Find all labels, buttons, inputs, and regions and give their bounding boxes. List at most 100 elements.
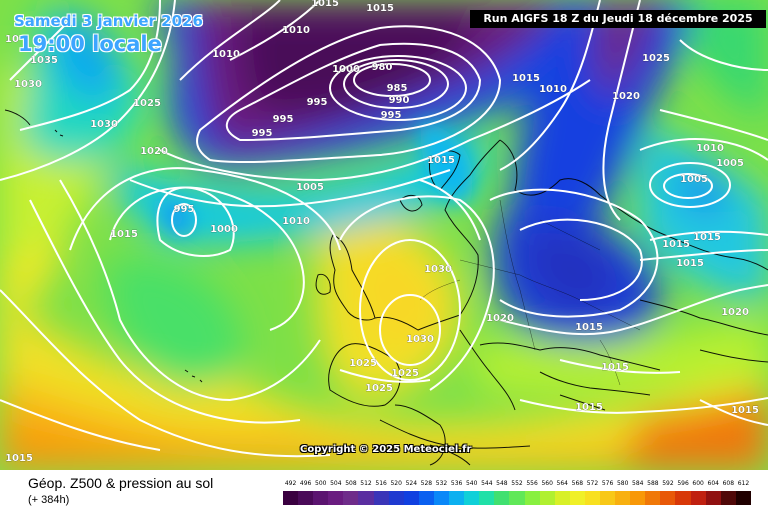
isobar-label: 1005 bbox=[296, 182, 324, 193]
isobar-label: 1020 bbox=[486, 313, 514, 324]
isobar-label: 1025 bbox=[642, 53, 670, 64]
scale-tick-label: 612 bbox=[737, 480, 750, 487]
scale-swatch bbox=[433, 491, 450, 505]
isobar-label: 1025 bbox=[365, 383, 393, 394]
scale-swatch bbox=[690, 491, 706, 505]
isobar-label: 985 bbox=[387, 83, 408, 94]
isobar-label: 1010 bbox=[539, 84, 567, 95]
model-run-banner: Run AIGFS 18 Z du Jeudi 18 décembre 2025 bbox=[470, 10, 766, 28]
scale-tick-label: 556 bbox=[526, 480, 538, 487]
isobar-label: 1015 bbox=[366, 3, 394, 14]
scale-swatch bbox=[569, 491, 585, 505]
scale-swatch bbox=[630, 491, 646, 505]
isobar-label: 1005 bbox=[680, 174, 708, 185]
isobar-label: 1030 bbox=[90, 119, 118, 130]
scale-swatch bbox=[494, 491, 510, 505]
isobar-label: 995 bbox=[174, 204, 195, 215]
scale-tick-label: 592 bbox=[662, 480, 674, 487]
scale-swatch bbox=[449, 491, 465, 505]
scale-swatch bbox=[509, 491, 525, 505]
scale-tick-label: 596 bbox=[677, 480, 689, 487]
scale-tick-label: 568 bbox=[571, 480, 584, 487]
isobar-label: 1000 bbox=[210, 224, 238, 235]
scale-swatch bbox=[675, 491, 691, 505]
scale-swatch bbox=[343, 491, 359, 505]
isobar-label: 990 bbox=[389, 95, 410, 106]
scale-tick-label: 584 bbox=[632, 480, 644, 487]
scale-tick-label: 580 bbox=[616, 480, 629, 487]
isobar-label: 995 bbox=[273, 114, 294, 125]
scale-tick-label: 564 bbox=[556, 480, 568, 487]
forecast-time: 19:00 locale bbox=[18, 32, 162, 56]
scale-tick-label: 588 bbox=[647, 480, 659, 487]
scale-swatch bbox=[373, 491, 389, 505]
scale-swatch bbox=[328, 491, 344, 505]
scale-tick-label: 528 bbox=[420, 480, 433, 487]
legend-subtitle: (+ 384h) bbox=[28, 494, 70, 506]
legend-title: Géop. Z500 & pression au sol bbox=[28, 475, 214, 491]
isobar-label: 1015 bbox=[693, 232, 721, 243]
scale-tick-label: 544 bbox=[481, 480, 493, 487]
isobar-label: 1005 bbox=[716, 158, 744, 169]
isobar-label: 995 bbox=[307, 97, 328, 108]
scale-tick-label: 500 bbox=[315, 480, 327, 487]
isobar-label: 995 bbox=[252, 128, 273, 139]
scale-tick-label: 508 bbox=[345, 480, 357, 487]
scale-tick-label: 532 bbox=[435, 480, 448, 487]
isobar-label: 1035 bbox=[30, 55, 58, 66]
legend-panel: Géop. Z500 & pression au sol (+ 384h) 49… bbox=[0, 470, 768, 512]
scale-tick-label: 572 bbox=[586, 480, 599, 487]
z500-color-field bbox=[0, 0, 768, 470]
scale-tick-label: 496 bbox=[299, 480, 312, 487]
isobar-label: 1015 bbox=[676, 258, 704, 269]
scale-tick-label: 512 bbox=[360, 480, 372, 487]
isobar-label: 1010 bbox=[282, 25, 310, 36]
scale-bar bbox=[283, 491, 751, 505]
scale-swatch bbox=[735, 491, 751, 505]
scale-swatch bbox=[660, 491, 676, 505]
scale-swatch bbox=[720, 491, 736, 505]
scale-swatch bbox=[464, 491, 480, 505]
isobar-label: 1010 bbox=[282, 216, 310, 227]
scale-tick-label: 576 bbox=[601, 480, 614, 487]
isobar-label: 1015 bbox=[5, 453, 33, 464]
isobar-lines bbox=[0, 0, 768, 458]
isobar-label: 1000 bbox=[332, 64, 360, 75]
isobar-label: 1025 bbox=[391, 368, 419, 379]
isobar-label: 1010 bbox=[696, 143, 724, 154]
isobar-label: 1015 bbox=[512, 73, 540, 84]
scale-swatch bbox=[539, 491, 555, 505]
scale-tick-label: 604 bbox=[707, 480, 719, 487]
scale-swatch bbox=[554, 491, 570, 505]
isobar-label: 1015 bbox=[731, 405, 759, 416]
scale-swatch bbox=[645, 491, 661, 505]
isobar-label: 1015 bbox=[662, 239, 690, 250]
isobar-label: 1025 bbox=[349, 358, 377, 369]
isobar-label: 1030 bbox=[14, 79, 42, 90]
scale-tick-label: 520 bbox=[390, 480, 402, 487]
scale-swatch bbox=[283, 491, 299, 505]
isobar-label: 1015 bbox=[427, 155, 455, 166]
isobar-label: 1015 bbox=[110, 229, 138, 240]
scale-tick-label: 552 bbox=[511, 480, 523, 487]
isobar-label: 1020 bbox=[721, 307, 749, 318]
scale-swatch bbox=[358, 491, 374, 505]
isobar-label: 1015 bbox=[601, 362, 629, 373]
scale-swatch bbox=[615, 491, 631, 505]
scale-swatch bbox=[403, 491, 419, 505]
scale-tick-label: 608 bbox=[722, 480, 735, 487]
scale-tick-label: 600 bbox=[692, 480, 704, 487]
scale-tick-label: 548 bbox=[496, 480, 508, 487]
scale-tick-label: 492 bbox=[284, 480, 297, 487]
isobar-label: 1010 bbox=[212, 49, 240, 60]
isobar-label: 1025 bbox=[133, 98, 161, 109]
isobar-label: 1030 bbox=[424, 264, 452, 275]
isobar-label: 980 bbox=[372, 62, 393, 73]
isobar-label: 10 bbox=[5, 34, 19, 45]
scale-labels: 492 496 500 504 508 512 516 520 524 528 532 536 540 5… bbox=[283, 480, 751, 490]
scale-tick-label: 504 bbox=[330, 480, 342, 487]
isobar-label: 1015 bbox=[311, 0, 339, 9]
